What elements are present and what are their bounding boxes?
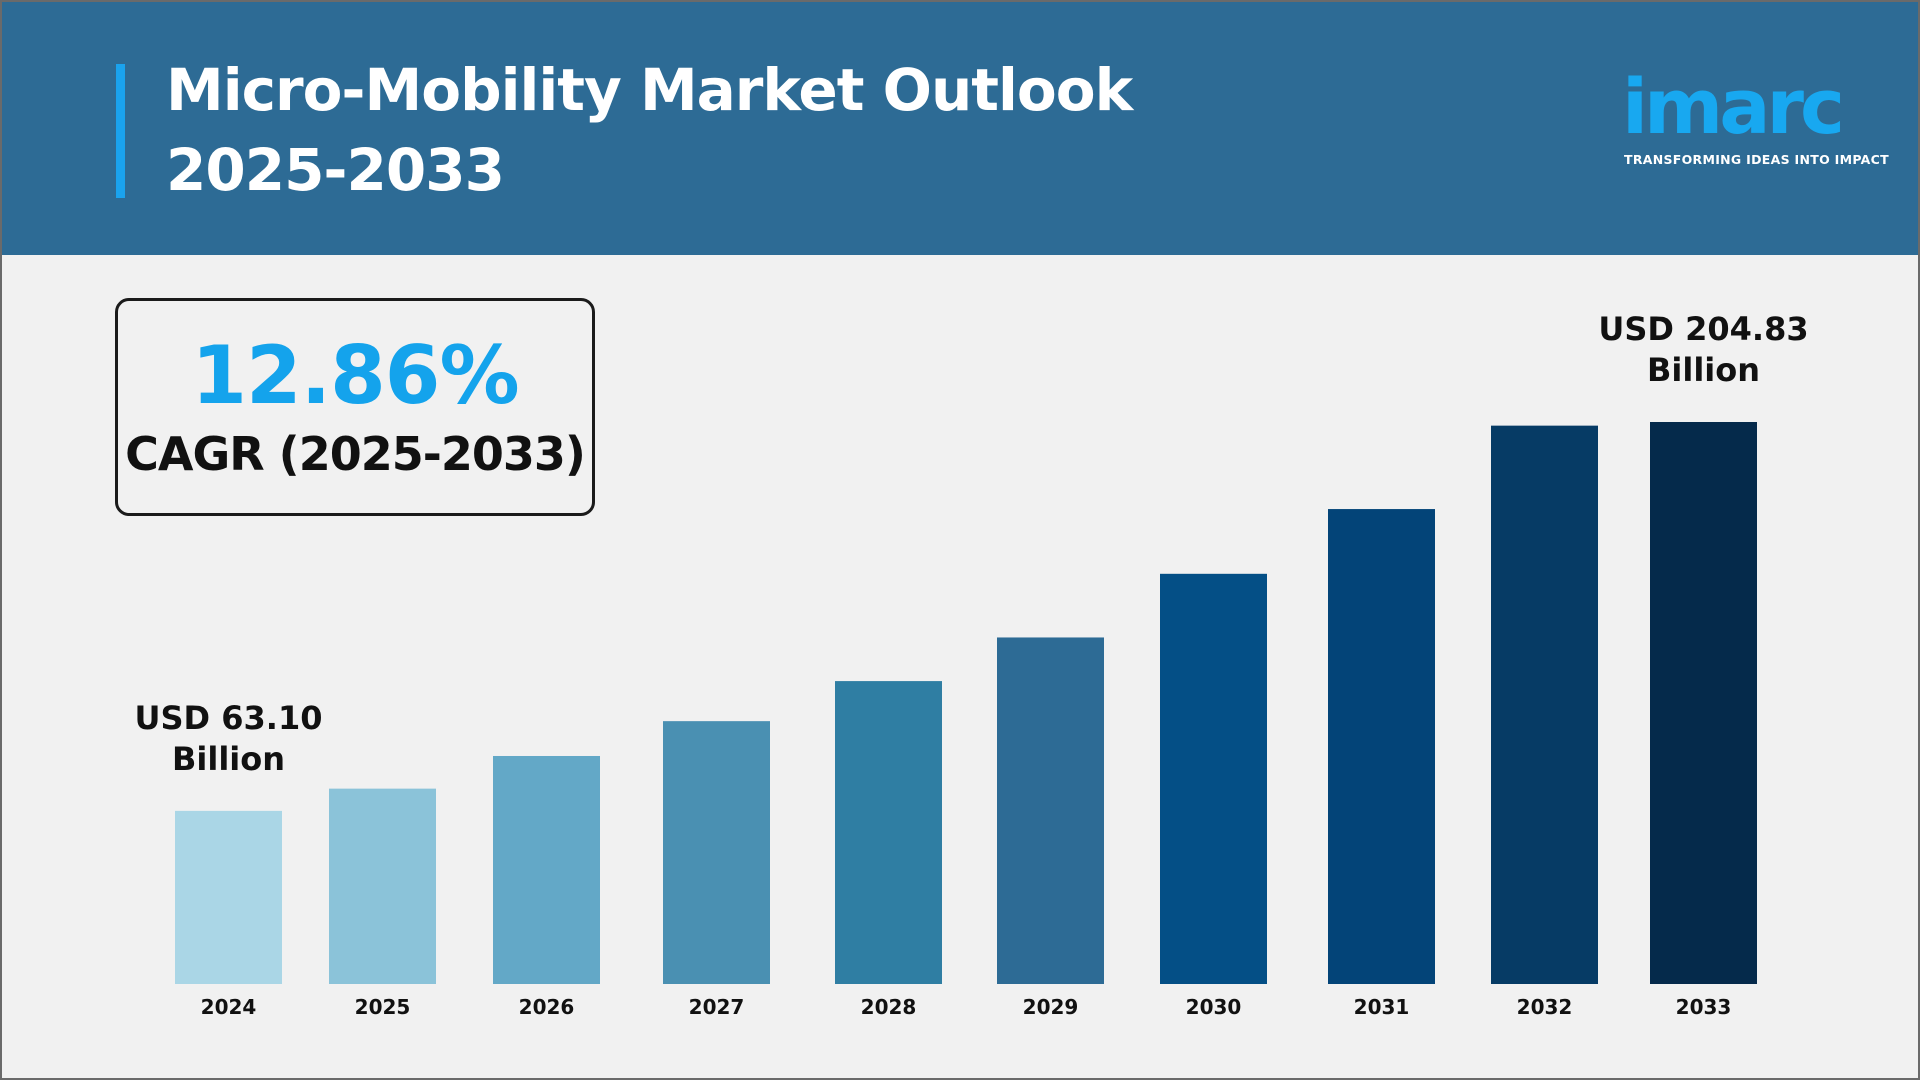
- tick-label-2027: 2027: [689, 995, 745, 1019]
- x-axis-tick-labels: 2024 2025 2026 2027 2028 2029 2030 2031 2032 2033: [201, 995, 1732, 1019]
- imarc-logo: imarc TRANSFORMING IDEAS INTO IMPACT: [1616, 62, 1889, 174]
- bar-2031: [1328, 509, 1435, 984]
- bar-2032: [1491, 425, 1598, 984]
- bar-2030: [1160, 573, 1267, 984]
- cagr-callout: 12.86% CAGR (2025-2033): [115, 298, 595, 516]
- tick-label-2030: 2030: [1186, 995, 1242, 1019]
- tick-label-2029: 2029: [1023, 995, 1079, 1019]
- logo-tagline: TRANSFORMING IDEAS INTO IMPACT: [1624, 152, 1889, 167]
- tick-label-2024: 2024: [201, 995, 257, 1019]
- title-line-2: 2025-2033: [166, 136, 505, 204]
- tick-label-2028: 2028: [861, 995, 917, 1019]
- header-banner: Micro-Mobility Market Outlook 2025-2033 …: [2, 2, 1918, 255]
- tick-label-2025: 2025: [355, 995, 411, 1019]
- title-line-1: Micro-Mobility Market Outlook: [166, 56, 1133, 124]
- cagr-value: 12.86%: [191, 329, 519, 422]
- bar-2025: [329, 788, 436, 984]
- bar-2026: [493, 755, 600, 984]
- bar-2028: [835, 681, 942, 984]
- data-label-2024-line2: Billion: [172, 740, 285, 778]
- bar-group: [175, 422, 1757, 984]
- tick-label-2032: 2032: [1517, 995, 1573, 1019]
- title-accent-bar: [116, 64, 125, 198]
- data-label-2033-line2: Billion: [1647, 351, 1760, 389]
- data-label-2033-line1: USD 204.83: [1598, 310, 1808, 348]
- bar-2024: [175, 810, 282, 984]
- tick-label-2031: 2031: [1354, 995, 1410, 1019]
- bar-2029: [997, 637, 1104, 984]
- tick-label-2033: 2033: [1676, 995, 1732, 1019]
- data-label-2024-line1: USD 63.10: [135, 699, 323, 737]
- bar-2033: [1650, 422, 1757, 984]
- page-title: Micro-Mobility Market Outlook 2025-2033: [166, 50, 1133, 210]
- bar-2027: [663, 721, 770, 984]
- cagr-label: CAGR (2025-2033): [125, 427, 586, 481]
- tick-label-2026: 2026: [519, 995, 575, 1019]
- logo-wordmark: imarc: [1622, 62, 1845, 151]
